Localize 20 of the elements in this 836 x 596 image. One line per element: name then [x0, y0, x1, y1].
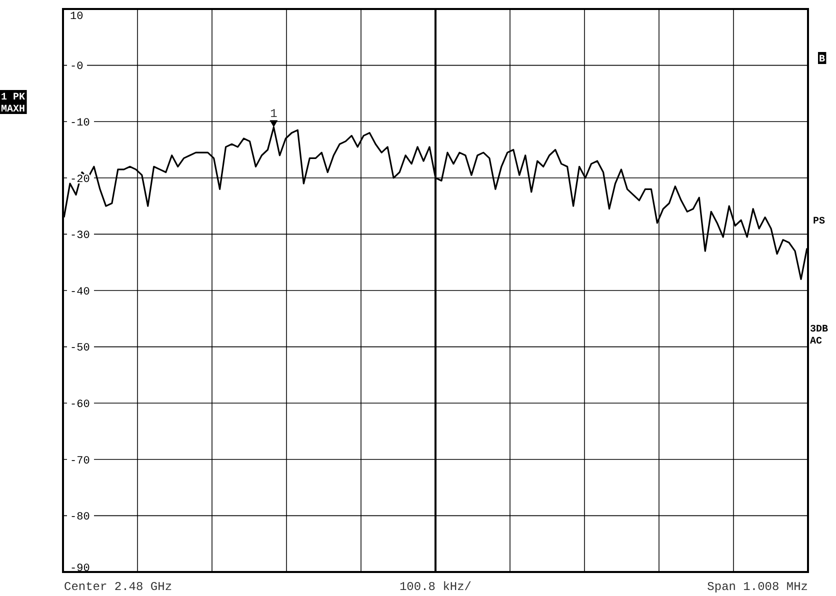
text: AC [810, 336, 822, 348]
text: Span 1.008 MHz [707, 580, 808, 594]
text: Center 2.48 GHz [64, 580, 172, 594]
y-tick-label: 10 [70, 10, 84, 23]
y-tick-label: -10 [70, 117, 90, 130]
text: 1 PK [1, 92, 26, 104]
text: 100.8 kHz/ [399, 580, 472, 594]
y-tick-label: -60 [70, 398, 90, 411]
y-tick-label: -30 [70, 230, 90, 242]
y-tick-label: -80 [70, 512, 90, 524]
text: B [819, 54, 826, 66]
text: PS [813, 216, 826, 228]
annotation: 1 [270, 107, 278, 122]
text: MAXH [1, 104, 26, 116]
y-tick-label: -40 [70, 286, 90, 298]
y-tick-label: -90 [70, 562, 90, 575]
y-tick-label: -70 [70, 455, 90, 468]
y-tick-label: -0 [70, 61, 84, 74]
text: 3DB [810, 324, 828, 336]
y-tick-label: -50 [70, 342, 90, 355]
